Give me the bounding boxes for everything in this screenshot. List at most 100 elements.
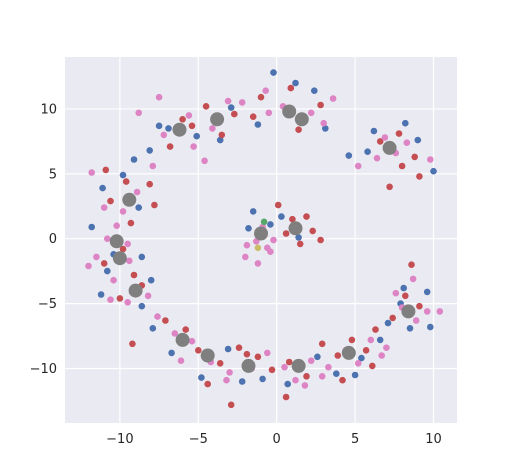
y-tick-label: 0 [49, 232, 57, 247]
point-1-52 [339, 376, 346, 384]
point-2-43 [412, 317, 420, 324]
point-0-18 [138, 302, 146, 310]
point-1-48 [243, 350, 251, 358]
x-tick-label: 0 [273, 432, 281, 447]
cluster-center-1 [210, 112, 225, 127]
point-2-45 [436, 308, 444, 315]
point-2-14 [403, 139, 411, 146]
point-0-9 [370, 127, 378, 135]
point-0-0 [193, 132, 200, 140]
y-tick-label: −10 [30, 362, 57, 377]
point-2-36 [307, 357, 315, 365]
point-0-17 [97, 291, 105, 298]
point-1-27 [235, 344, 243, 352]
point-0-4 [227, 104, 235, 111]
point-1-46 [317, 236, 324, 244]
x-tick-label: 5 [351, 432, 359, 447]
point-2-65 [190, 143, 197, 150]
point-1-42 [289, 215, 296, 223]
point-2-61 [107, 296, 114, 304]
y-tick-label: −5 [38, 297, 57, 312]
cluster-center-11 [241, 358, 256, 373]
point-1-5 [317, 101, 324, 109]
point-1-17 [127, 219, 135, 227]
point-0-39 [345, 152, 353, 159]
x-tick-label: −5 [189, 432, 208, 447]
point-2-10 [224, 97, 232, 105]
point-1-19 [100, 260, 108, 267]
x-axis-ticks: −10 −5 0 5 10 [106, 432, 442, 447]
point-0-30 [423, 288, 431, 296]
point-2-46 [392, 289, 400, 297]
point-2-2 [209, 125, 216, 132]
point-1-53 [129, 340, 136, 348]
cluster-center-3 [294, 112, 309, 127]
point-0-22 [224, 345, 232, 353]
point-2-23 [126, 257, 133, 265]
point-1-29 [268, 366, 276, 374]
point-1-49 [204, 380, 211, 388]
point-0-34 [267, 221, 274, 228]
point-2-19 [113, 222, 120, 229]
point-2-1 [185, 112, 193, 119]
point-0-45 [119, 171, 127, 179]
point-2-20 [104, 235, 111, 242]
cluster-center-0 [172, 122, 187, 137]
point-0-15 [104, 267, 111, 275]
point-0-10 [364, 148, 371, 155]
point-1-58 [102, 166, 110, 174]
point-2-9 [149, 162, 157, 170]
point-1-47 [282, 230, 290, 237]
point-1-7 [166, 143, 174, 150]
point-2-58 [318, 373, 326, 380]
point-1-24 [182, 326, 189, 333]
point-1-59 [398, 162, 406, 170]
point-1-31 [303, 373, 310, 380]
point-1-45 [296, 240, 304, 248]
y-tick-label: 10 [40, 102, 57, 117]
point-0-25 [314, 353, 321, 361]
cluster-center-16 [288, 221, 303, 236]
point-1-36 [372, 326, 379, 333]
point-0-8 [414, 136, 422, 144]
point-2-67 [88, 169, 95, 176]
point-0-42 [254, 121, 262, 128]
point-2-59 [262, 87, 270, 94]
point-1-32 [318, 340, 326, 348]
point-1-55 [249, 113, 257, 120]
point-2-40 [367, 336, 375, 344]
cluster-center-14 [401, 304, 416, 319]
point-1-9 [395, 130, 403, 137]
point-1-12 [411, 153, 419, 161]
point-2-63 [135, 109, 142, 117]
point-1-4 [287, 84, 295, 92]
point-0-29 [406, 325, 414, 332]
point-0-20 [168, 349, 175, 357]
point-2-3 [238, 99, 246, 106]
point-2-49 [243, 241, 251, 249]
point-1-8 [188, 122, 196, 130]
cluster-center-15 [254, 226, 268, 241]
point-2-66 [329, 95, 337, 102]
point-1-15 [146, 180, 153, 188]
point-0-38 [165, 125, 172, 132]
point-2-28 [171, 330, 179, 337]
point-1-34 [348, 336, 356, 344]
point-2-26 [144, 292, 152, 300]
point-1-10 [376, 138, 384, 145]
point-1-0 [179, 116, 186, 123]
point-1-37 [389, 314, 397, 322]
point-2-51 [270, 236, 277, 244]
point-2-41 [383, 344, 390, 352]
point-1-54 [369, 362, 376, 370]
point-0-7 [402, 119, 409, 127]
point-2-54 [267, 248, 274, 255]
point-1-40 [408, 261, 415, 269]
point-0-24 [284, 380, 292, 388]
point-0-36 [245, 225, 252, 232]
cluster-centers [109, 104, 416, 373]
point-2-37 [325, 363, 332, 371]
point-0-50 [427, 323, 434, 331]
point-2-6 [307, 109, 315, 117]
point-1-39 [416, 302, 423, 310]
